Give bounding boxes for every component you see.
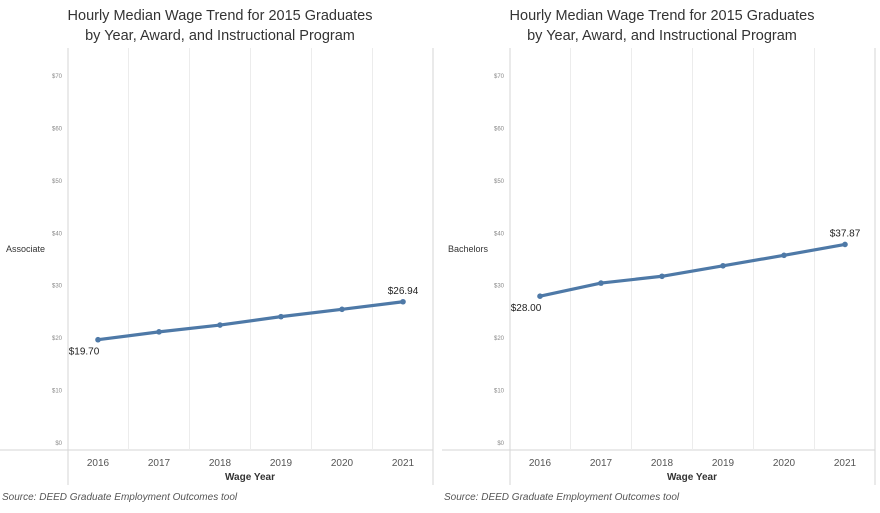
chart-title-line-2: by Year, Award, and Instructional Progra… [527, 28, 797, 44]
x-tick-label: 2016 [529, 458, 552, 469]
y-tick-label: $20 [494, 336, 505, 342]
x-tick-label: 2018 [209, 458, 232, 469]
x-tick-label: 2018 [651, 458, 674, 469]
data-label: $19.70 [69, 347, 100, 358]
y-tick-label: $60 [52, 126, 63, 132]
data-point [95, 336, 101, 343]
y-tick-label: $40 [52, 231, 63, 237]
chart-svg-associate: $0 $10 $20 $30 $40 $50 $60 $70 2016 2017 2018 2019 2… [0, 48, 434, 485]
y-tick-label: $0 [55, 441, 62, 447]
y-tick-label: $10 [52, 389, 63, 395]
x-tick-label: 2020 [331, 458, 354, 469]
chart-title-line-1: Hourly Median Wage Trend for 2015 Gradua… [67, 8, 373, 24]
series-line [96, 300, 405, 342]
data-point [537, 293, 543, 300]
y-tick-label: $20 [52, 336, 63, 342]
series-line [538, 242, 847, 298]
y-tick-label: $50 [494, 179, 505, 185]
y-tick-label: $30 [52, 284, 63, 290]
x-tick-label: 2021 [392, 458, 415, 469]
data-label: $26.94 [388, 286, 419, 297]
x-tick-label: 2019 [712, 458, 735, 469]
row-label-associate: Associate [6, 244, 46, 254]
y-tick-label: $0 [497, 441, 504, 447]
row-label-bachelors: Bachelors [448, 244, 489, 254]
chart-title: Hourly Median Wage Trend for 2015 Gradua… [442, 6, 880, 46]
data-label: $28.00 [511, 303, 542, 314]
chart-title-line-1: Hourly Median Wage Trend for 2015 Gradua… [509, 8, 815, 24]
chart-title: Hourly Median Wage Trend for 2015 Gradua… [0, 6, 440, 46]
x-axis-title: Wage Year [225, 472, 275, 483]
chart-title-line-2: by Year, Award, and Instructional Progra… [85, 28, 355, 44]
x-tick-label: 2019 [270, 458, 293, 469]
data-point [278, 313, 284, 320]
x-axis-title: Wage Year [667, 472, 717, 483]
data-point [842, 241, 848, 248]
source-note: Source: DEED Graduate Employment Outcome… [444, 492, 680, 503]
y-tick-label: $70 [52, 74, 63, 80]
chart-panel-associate: Hourly Median Wage Trend for 2015 Gradua… [0, 6, 440, 503]
data-point [598, 280, 604, 286]
data-point [400, 298, 406, 305]
chart-svg-bachelors: $0 $10 $20 $30 $40 $50 $60 $70 2016 2017 2018 2019 2… [442, 48, 876, 485]
y-tick-label: $60 [494, 126, 505, 132]
source-note: Source: DEED Graduate Employment Outcome… [2, 492, 238, 503]
x-tick-label: 2020 [773, 458, 796, 469]
y-tick-label: $40 [494, 231, 505, 237]
data-point [659, 273, 665, 280]
y-tick-label: $30 [494, 284, 505, 290]
y-tick-label: $10 [494, 389, 505, 395]
data-label: $37.87 [830, 228, 861, 239]
x-tick-label: 2016 [87, 458, 110, 469]
y-tick-label: $70 [494, 74, 505, 80]
x-tick-label: 2017 [590, 458, 613, 469]
data-point [339, 306, 345, 313]
data-point [781, 252, 787, 259]
x-tick-label: 2017 [148, 458, 171, 469]
data-point [156, 329, 162, 335]
x-tick-label: 2021 [834, 458, 857, 469]
data-point [217, 322, 223, 328]
chart-panel-bachelors: Hourly Median Wage Trend for 2015 Gradua… [442, 0, 880, 513]
data-point [720, 262, 726, 269]
y-tick-label: $50 [52, 179, 63, 185]
